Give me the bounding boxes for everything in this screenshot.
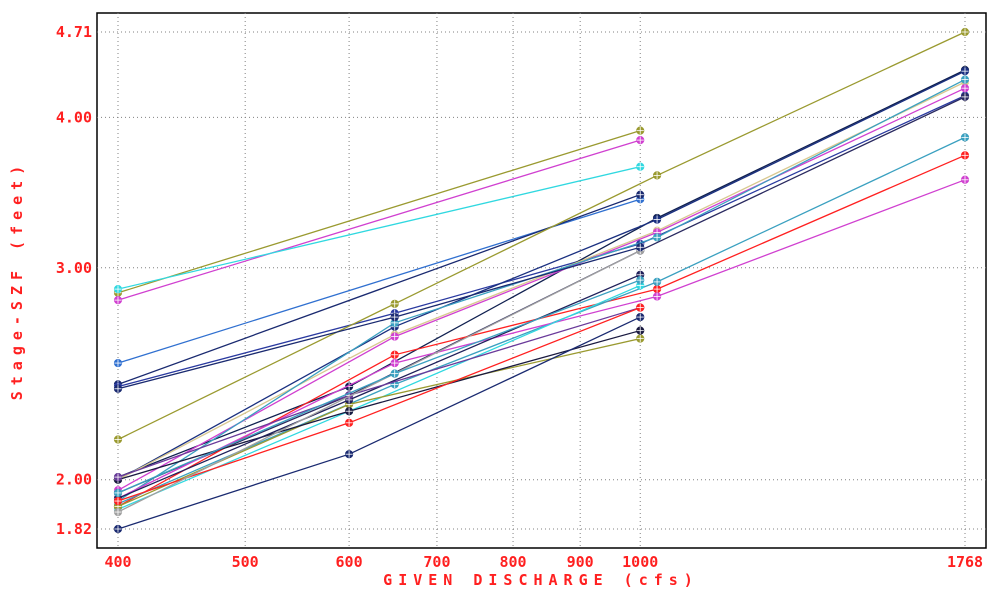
y-tick-label: 4.00 <box>56 108 92 126</box>
series-26 <box>113 243 645 393</box>
y-axis-label: Stage-SZF (feet) <box>8 160 26 401</box>
plot-frame <box>96 12 987 549</box>
series-line <box>117 136 966 505</box>
series-line <box>117 87 966 491</box>
y-tick-label: 3.00 <box>56 259 92 277</box>
x-axis-label: GIVEN DISCHARGE (cfs) <box>383 571 699 589</box>
series-group <box>113 27 970 534</box>
series-3 <box>113 162 645 294</box>
x-tick-label: 900 <box>567 553 594 571</box>
y-tick-label: 1.82 <box>56 520 92 538</box>
series-line <box>117 179 966 499</box>
series-line <box>117 129 641 294</box>
grid-lines <box>97 13 986 548</box>
y-tick-label: 4.71 <box>56 23 92 41</box>
series-line <box>117 81 966 481</box>
series-line <box>117 69 966 478</box>
y-tick-label: 2.00 <box>56 471 92 489</box>
x-tick-labels: 400 500 600 700 800 900 1000 1768 <box>104 553 983 571</box>
series-line <box>117 139 641 301</box>
series-24 <box>113 312 645 534</box>
series-7 <box>113 27 970 444</box>
series-line <box>117 166 641 290</box>
x-tick-label: 600 <box>336 553 363 571</box>
x-tick-label: 1768 <box>947 553 983 571</box>
series-line <box>117 31 966 441</box>
x-tick-label: 1000 <box>622 553 658 571</box>
y-tick-labels: 1.82 2.00 3.00 4.00 4.71 <box>56 23 92 538</box>
x-tick-label: 500 <box>232 553 259 571</box>
x-tick-label: 800 <box>500 553 527 571</box>
x-tick-label: 400 <box>104 553 131 571</box>
series-19 <box>113 326 645 484</box>
x-tick-label: 700 <box>423 553 450 571</box>
series-line <box>117 95 966 388</box>
series-line <box>117 70 966 481</box>
series-22 <box>113 303 645 506</box>
series-2 <box>113 136 645 305</box>
series-25 <box>113 276 645 498</box>
